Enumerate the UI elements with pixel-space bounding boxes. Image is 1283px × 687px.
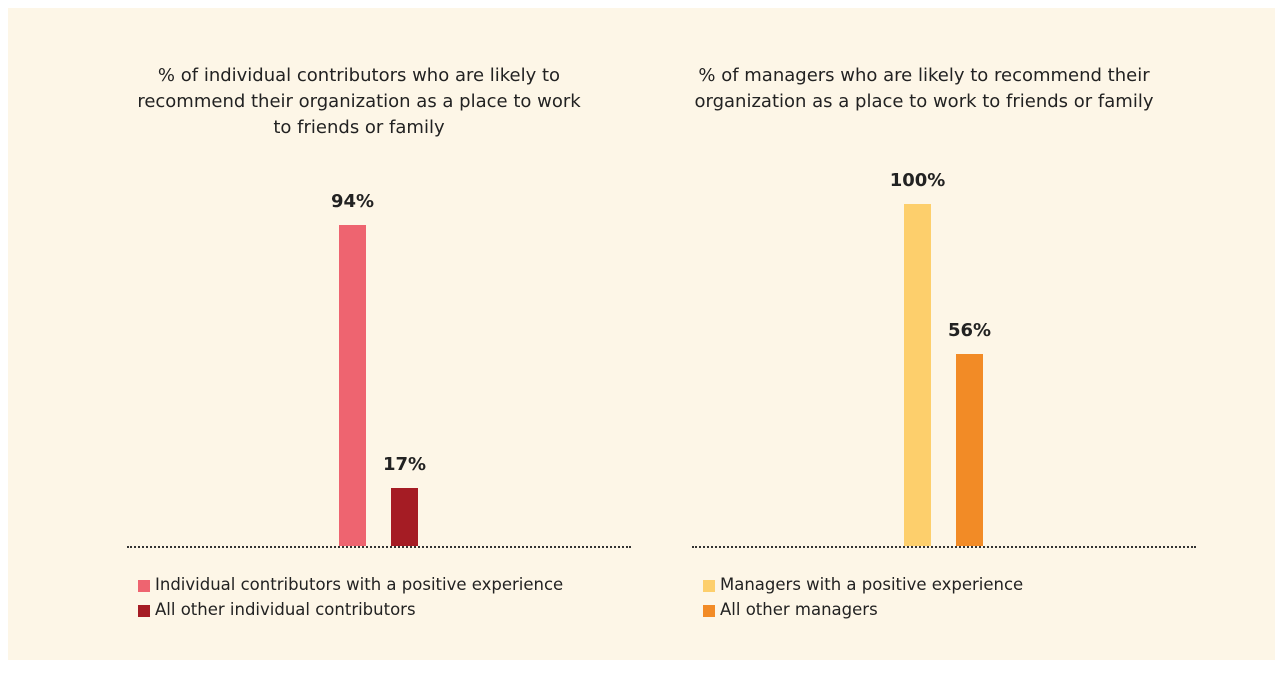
legend-swatch (138, 605, 150, 617)
bar (339, 224, 366, 546)
value-label: 17% (382, 453, 427, 475)
panel (8, 8, 1275, 660)
legend-swatch (138, 580, 150, 592)
legend-text: Managers with a positive experience (720, 575, 1024, 594)
legend-swatch (703, 605, 715, 617)
legend-text: All other managers (720, 600, 878, 619)
legend-text: All other individual contributors (155, 600, 416, 619)
chart-title: % of individual contributors who are lik… (137, 65, 581, 138)
bar (904, 204, 931, 546)
chart-title: % of managers who are likely to recommen… (694, 65, 1154, 112)
baseline (692, 546, 1196, 548)
value-label: 94% (330, 190, 375, 212)
value-label: 100% (889, 170, 946, 191)
baseline (127, 546, 631, 548)
legend-text: Individual contributors with a positive … (155, 575, 564, 594)
legend-swatch (703, 580, 715, 592)
value-label: 56% (947, 320, 992, 342)
bar (391, 487, 418, 546)
bar (956, 354, 983, 546)
